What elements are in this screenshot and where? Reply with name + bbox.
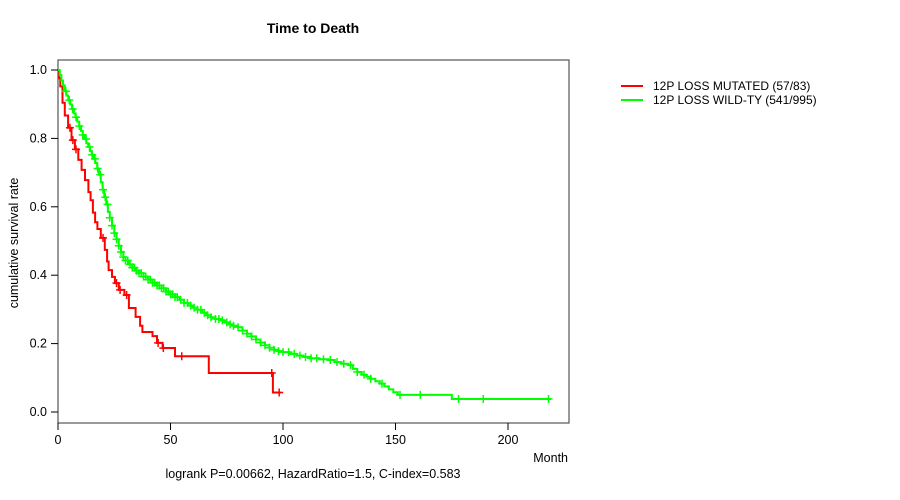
x-tick-label: 200 [498,433,519,447]
legend: 12P LOSS MUTATED (57/83) 12P LOSS WILD-T… [621,79,817,107]
y-tick-label: 0.4 [30,268,47,282]
x-tick-label: 150 [385,433,406,447]
x-tick-label: 100 [273,433,294,447]
plot-title: Time to Death [266,20,360,36]
legend-line-mutated-icon [621,85,643,87]
y-tick-label: 0.0 [30,405,47,419]
y-tick-label: 0.6 [30,200,47,214]
legend-label-mutated: 12P LOSS MUTATED (57/83) [653,79,811,93]
legend-label-wildtype: 12P LOSS WILD-TY (541/995) [653,93,817,107]
x-tick-label: 0 [55,433,62,447]
x-axis-label: Month [533,451,568,465]
legend-line-wildtype-icon [621,99,643,101]
y-tick-label: 1.0 [30,63,47,77]
y-tick-label: 0.8 [30,131,47,145]
y-tick-label: 0.2 [30,337,47,351]
plot-box [57,59,570,424]
survival-curve-0 [58,69,281,394]
x-tick-label: 50 [164,433,178,447]
legend-item-mutated: 12P LOSS MUTATED (57/83) [621,79,817,93]
legend-item-wildtype: 12P LOSS WILD-TY (541/995) [621,93,817,107]
stats-annotation: logrank P=0.00662, HazardRatio=1.5, C-in… [165,467,461,481]
survival-curve-1 [58,69,551,400]
